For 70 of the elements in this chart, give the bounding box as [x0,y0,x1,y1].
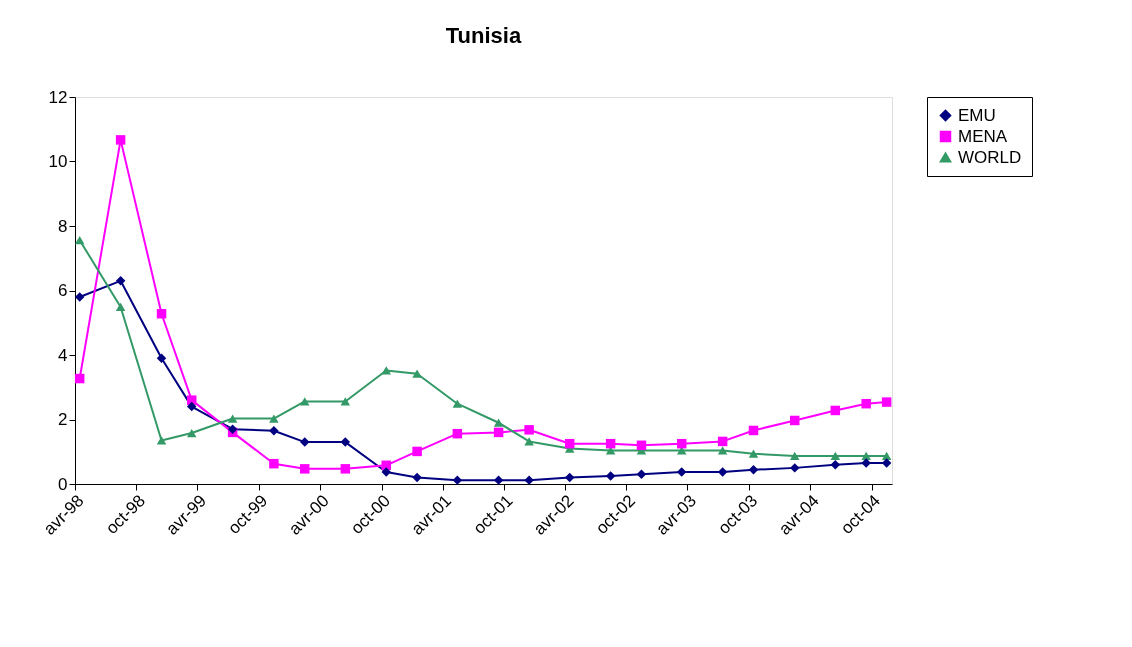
point [636,440,647,451]
point [115,276,126,286]
y-tick-label: 12 [48,87,68,107]
point [452,428,463,439]
point [412,369,422,378]
point [524,425,534,435]
point [186,428,197,438]
point [790,463,800,473]
point [412,446,422,457]
point [340,464,351,474]
point [493,418,504,427]
point [156,436,167,445]
point [300,464,310,474]
legend-label: EMU [958,105,996,125]
point [452,475,463,485]
point [115,302,126,312]
point [861,451,871,461]
legend-label: WORLD [958,147,1022,167]
point [830,459,841,470]
point [269,458,279,469]
point [748,465,759,475]
point [861,398,871,409]
point [156,308,167,319]
point [881,397,892,407]
point [636,469,647,480]
point [830,451,841,461]
point [74,373,85,384]
point [452,399,463,408]
point [381,467,391,477]
y-tick-label: 4 [58,345,68,365]
point [186,395,197,405]
point [74,292,85,302]
point [300,437,310,447]
point [340,437,351,447]
point [605,471,616,481]
point [676,438,687,449]
point [340,397,351,406]
point [115,135,126,145]
point [493,427,504,438]
y-tick-label: 10 [48,152,68,171]
point [564,472,575,483]
point [748,449,759,458]
chart-title: Tunisia [445,23,522,48]
point [186,401,197,412]
point [269,414,279,423]
point [412,472,422,483]
point [790,415,800,426]
point [300,397,310,406]
point [381,366,391,375]
point [227,414,238,423]
legend-label: MENA [958,126,1008,146]
point [748,425,759,436]
point [790,451,800,461]
point [830,405,841,416]
y-tick-label: 8 [58,216,68,236]
point [564,438,575,449]
point [381,460,391,471]
y-tick-label: 6 [58,281,68,300]
point [717,436,728,447]
point [156,353,167,363]
point [227,424,238,434]
y-tick-label: 0 [58,474,68,494]
point [524,437,534,446]
point [676,467,687,477]
y-tick-label: 2 [58,410,68,429]
point [269,426,279,436]
point [493,475,504,485]
point [605,438,616,449]
point [74,236,85,245]
point [717,446,728,455]
